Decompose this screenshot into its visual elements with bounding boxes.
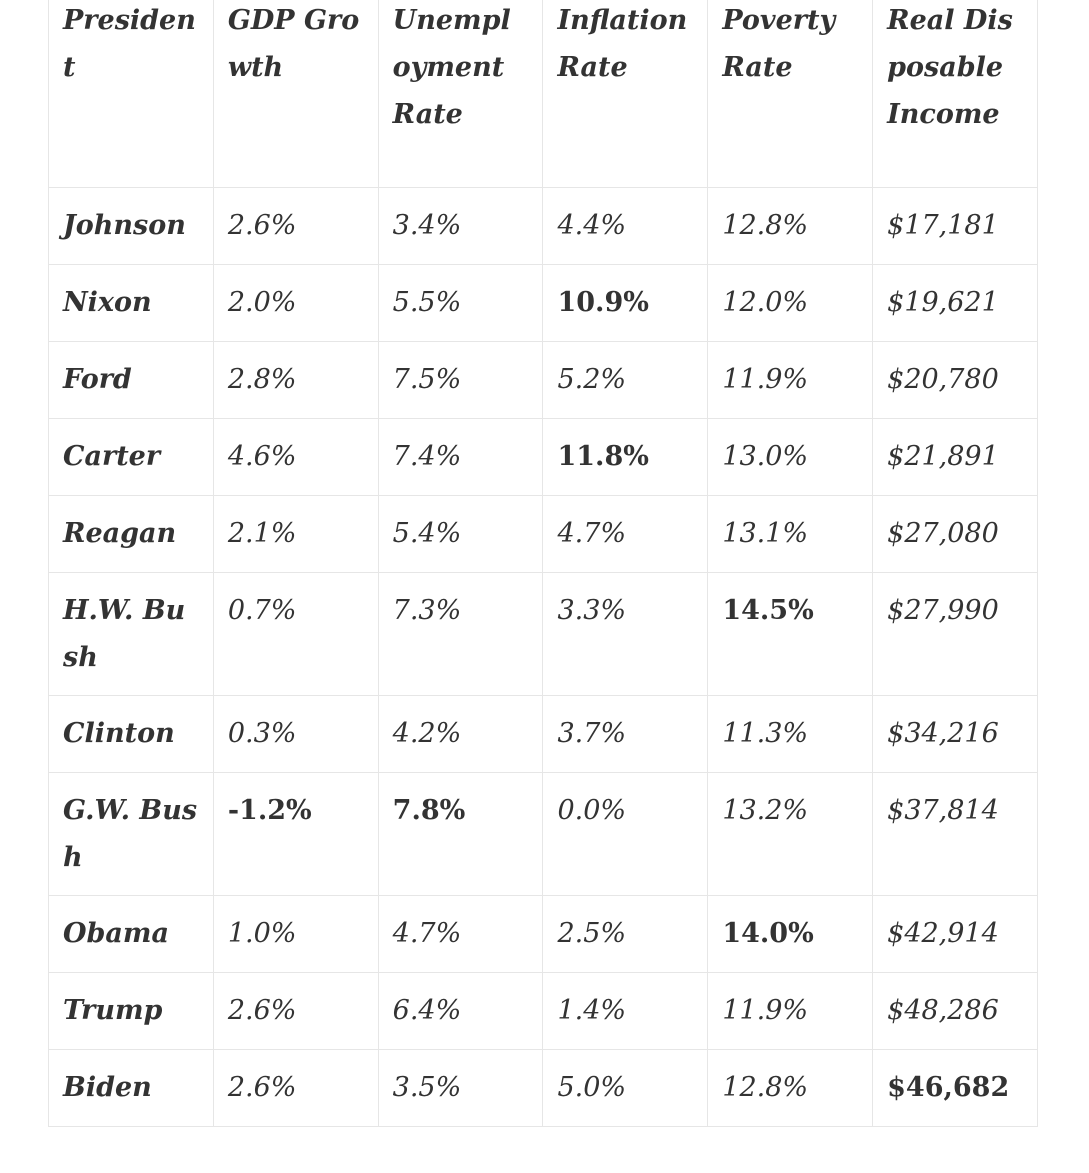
- data-cell: $27,990: [872, 572, 1038, 696]
- data-cell: $46,682: [872, 1049, 1038, 1127]
- table-container: President GDP Growth Unemployment Rate Infl…: [48, 0, 1038, 1127]
- header-cell: Poverty Rate: [707, 0, 874, 188]
- row-header-cell: H.W. Bush: [48, 572, 214, 696]
- data-cell: 11.8%: [542, 418, 709, 496]
- data-cell: 3.7%: [542, 695, 709, 773]
- row-header-cell: Obama: [48, 895, 214, 973]
- data-cell: 12.8%: [707, 1049, 874, 1127]
- data-cell: 7.5%: [377, 341, 544, 419]
- data-cell: 3.4%: [377, 187, 544, 265]
- data-cell: 6.4%: [377, 972, 544, 1050]
- data-cell: 4.2%: [377, 695, 544, 773]
- data-cell: 5.5%: [377, 264, 544, 342]
- row-header-cell: Carter: [48, 418, 214, 496]
- header-row: President GDP Growth Unemployment Rate Infl…: [48, 0, 1038, 188]
- data-cell: 11.9%: [707, 972, 874, 1050]
- data-cell: 14.5%: [707, 572, 874, 696]
- data-cell: 3.3%: [542, 572, 709, 696]
- data-cell: 13.2%: [707, 772, 874, 896]
- data-cell: 4.4%: [542, 187, 709, 265]
- data-cell: $34,216: [872, 695, 1038, 773]
- row-header-cell: Reagan: [48, 495, 214, 573]
- data-cell: $19,621: [872, 264, 1038, 342]
- table-row: Trump 2.6% 6.4% 1.4% 11.9% $48,286: [48, 972, 1038, 1050]
- row-header-cell: Ford: [48, 341, 214, 419]
- data-cell: $37,814: [872, 772, 1038, 896]
- table-row: Obama 1.0% 4.7% 2.5% 14.0% $42,914: [48, 895, 1038, 973]
- data-cell: 7.8%: [377, 772, 544, 896]
- data-cell: 13.1%: [707, 495, 874, 573]
- table-row: H.W. Bush 0.7% 7.3% 3.3% 14.5% $27,990: [48, 572, 1038, 696]
- table-row: Carter 4.6% 7.4% 11.8% 13.0% $21,891: [48, 418, 1038, 496]
- header-cell: Unemployment Rate: [377, 0, 544, 188]
- data-cell: 1.4%: [542, 972, 709, 1050]
- table-row: Nixon 2.0% 5.5% 10.9% 12.0% $19,621: [48, 264, 1038, 342]
- table-row: Ford 2.8% 7.5% 5.2% 11.9% $20,780: [48, 341, 1038, 419]
- row-header-cell: Nixon: [48, 264, 214, 342]
- table-row: Biden 2.6% 3.5% 5.0% 12.8% $46,682: [48, 1049, 1038, 1127]
- data-cell: $20,780: [872, 341, 1038, 419]
- data-cell: 13.0%: [707, 418, 874, 496]
- data-cell: 2.6%: [212, 1049, 379, 1127]
- data-cell: 4.7%: [377, 895, 544, 973]
- data-cell: 11.9%: [707, 341, 874, 419]
- data-cell: 2.5%: [542, 895, 709, 973]
- data-cell: 14.0%: [707, 895, 874, 973]
- data-cell: 5.0%: [542, 1049, 709, 1127]
- data-cell: $48,286: [872, 972, 1038, 1050]
- header-cell: President: [48, 0, 214, 188]
- table-row: G.W. Bush -1.2% 7.8% 0.0% 13.2% $37,814: [48, 772, 1038, 896]
- data-cell: 7.4%: [377, 418, 544, 496]
- table-row: Reagan 2.1% 5.4% 4.7% 13.1% $27,080: [48, 495, 1038, 573]
- data-cell: $42,914: [872, 895, 1038, 973]
- table-body: Johnson 2.6% 3.4% 4.4% 12.8% $17,181 Nixon 2.0%…: [48, 187, 1038, 1127]
- data-cell: 0.3%: [212, 695, 379, 773]
- data-cell: 12.8%: [707, 187, 874, 265]
- data-cell: 2.6%: [212, 187, 379, 265]
- row-header-cell: Biden: [48, 1049, 214, 1127]
- data-cell: $27,080: [872, 495, 1038, 573]
- data-cell: 5.4%: [377, 495, 544, 573]
- data-cell: 4.7%: [542, 495, 709, 573]
- data-cell: 2.6%: [212, 972, 379, 1050]
- data-cell: 7.3%: [377, 572, 544, 696]
- data-cell: 11.3%: [707, 695, 874, 773]
- row-header-cell: Johnson: [48, 187, 214, 265]
- data-cell: 1.0%: [212, 895, 379, 973]
- data-cell: 12.0%: [707, 264, 874, 342]
- data-cell: 10.9%: [542, 264, 709, 342]
- data-cell: $17,181: [872, 187, 1038, 265]
- table-row: Clinton 0.3% 4.2% 3.7% 11.3% $34,216: [48, 695, 1038, 773]
- header-cell: GDP Growth: [212, 0, 379, 188]
- data-cell: 4.6%: [212, 418, 379, 496]
- header-cell: Inflation Rate: [542, 0, 709, 188]
- row-header-cell: Trump: [48, 972, 214, 1050]
- row-header-cell: G.W. Bush: [48, 772, 214, 896]
- data-table: President GDP Growth Unemployment Rate Infl…: [48, 0, 1038, 1127]
- table-row: Johnson 2.6% 3.4% 4.4% 12.8% $17,181: [48, 187, 1038, 265]
- data-cell: 2.1%: [212, 495, 379, 573]
- header-cell: Real Disposable Income: [872, 0, 1038, 188]
- data-cell: 0.0%: [542, 772, 709, 896]
- row-header-cell: Clinton: [48, 695, 214, 773]
- data-cell: $21,891: [872, 418, 1038, 496]
- data-cell: -1.2%: [212, 772, 379, 896]
- data-cell: 0.7%: [212, 572, 379, 696]
- data-cell: 2.0%: [212, 264, 379, 342]
- data-cell: 5.2%: [542, 341, 709, 419]
- data-cell: 2.8%: [212, 341, 379, 419]
- data-cell: 3.5%: [377, 1049, 544, 1127]
